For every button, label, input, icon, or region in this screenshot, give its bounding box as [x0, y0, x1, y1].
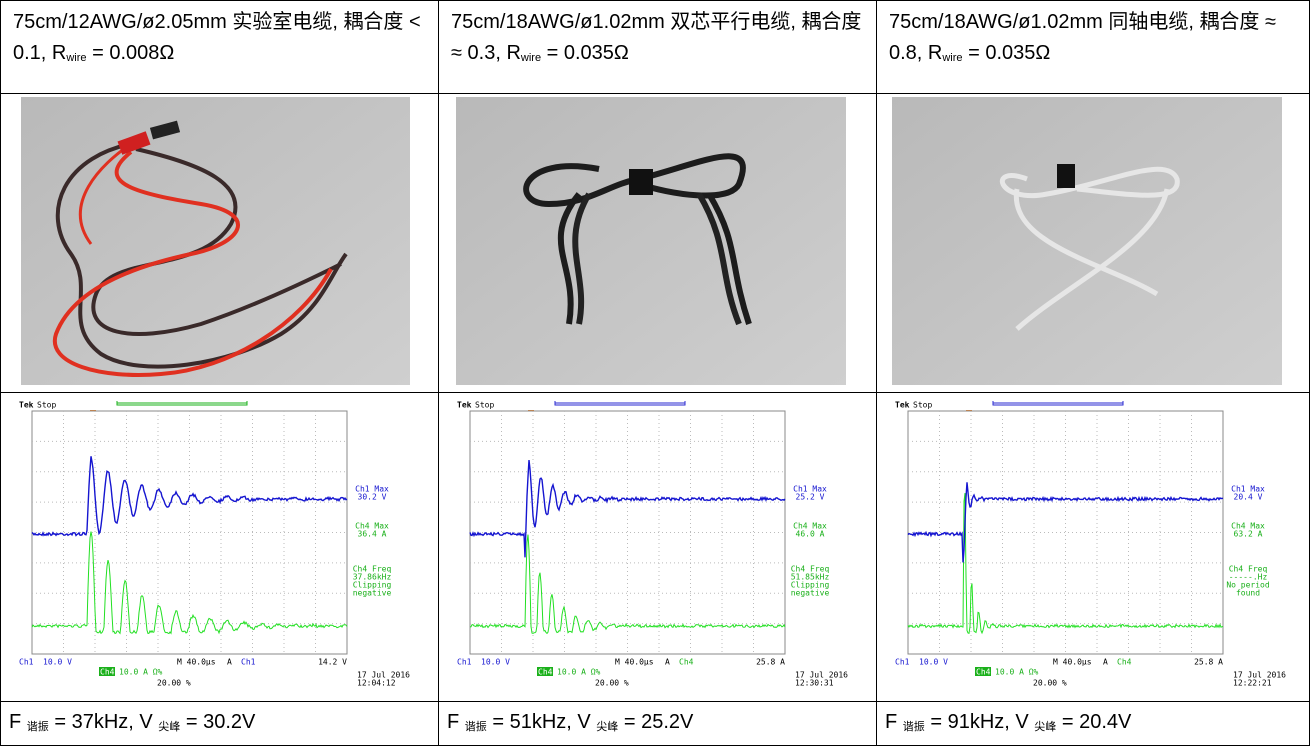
capture-time: 12:22:21: [1233, 679, 1272, 688]
readout: 30.2 V: [358, 493, 387, 502]
subscript: 尖峰: [1034, 721, 1056, 733]
ch1-scale: 10.0 V: [481, 658, 510, 667]
trigger-position: 20.00 %: [595, 679, 629, 688]
cable-photo: [877, 94, 1308, 392]
subscript: wire: [521, 52, 541, 64]
scope-status: Stop: [913, 401, 932, 410]
readout: 36.4 A: [358, 530, 387, 539]
trigger-position: 20.00 %: [1033, 679, 1067, 688]
timebase: M 40.0µs: [615, 658, 654, 667]
capture-time: 12:30:31: [795, 679, 834, 688]
scope-status: Stop: [37, 401, 56, 410]
record-bar: [993, 401, 1123, 405]
trigger-mode: A: [227, 658, 232, 667]
text-segment: = 20.4V: [1056, 711, 1131, 733]
ch4-scale: 10.0 A Ω%: [119, 668, 163, 677]
ch1-label: Ch1: [19, 658, 34, 667]
scope-screen: TekStopCh1 Max30.2 VCh4 Max36.4 ACh4 Fre…: [19, 401, 410, 688]
text-segment: = 0.008Ω: [87, 42, 175, 64]
photo-cell: [1, 94, 439, 393]
scope-brand: Tek: [895, 401, 910, 410]
ch4-label: Ch4: [976, 668, 991, 677]
trigger-source: Ch4: [1117, 658, 1132, 667]
subscript: 谐振: [465, 721, 487, 733]
timebase: M 40.0µs: [177, 658, 216, 667]
header-cell: 75cm/18AWG/ø1.02mm 双芯平行电缆, 耦合度 ≈ 0.3, Rw…: [439, 1, 877, 94]
header-cell: 75cm/12AWG/ø2.05mm 实验室电缆, 耦合度 < 0.1, Rwi…: [1, 1, 439, 94]
photo-cell: [439, 94, 877, 393]
text-segment: F: [885, 711, 903, 733]
trigger-level: 25.8 A: [756, 658, 785, 667]
scope-brand: Tek: [457, 401, 472, 410]
ch4-label: Ch4: [538, 668, 553, 677]
ch1-scale: 10.0 V: [919, 658, 948, 667]
text-segment: F: [447, 711, 465, 733]
subscript: 谐振: [903, 721, 925, 733]
timebase: M 40.0µs: [1053, 658, 1092, 667]
text-segment: = 51kHz, V: [487, 711, 597, 733]
ch4-label: Ch4: [100, 668, 115, 677]
scope-brand: Tek: [19, 401, 34, 410]
readout: found: [1236, 589, 1260, 598]
readout: 46.0 A: [796, 530, 825, 539]
photo-row: [1, 94, 1310, 393]
trigger-mode: A: [665, 658, 670, 667]
ch4-scale: 10.0 A Ω%: [995, 668, 1039, 677]
footer-cell: F 谐振 = 37kHz, V 尖峰 = 30.2V: [1, 702, 439, 746]
text-segment: = 0.035Ω: [963, 42, 1051, 64]
subscript: 尖峰: [158, 721, 180, 733]
scope-screen: TekStopCh1 Max20.4 VCh4 Max63.2 ACh4 Fre…: [895, 401, 1286, 688]
text-segment: = 30.2V: [180, 711, 255, 733]
cable-photo: [1, 94, 437, 392]
record-bar: [555, 401, 685, 405]
text-segment: = 25.2V: [618, 711, 693, 733]
scope-row: TekStopCh1 Max30.2 VCh4 Max36.4 ACh4 Fre…: [1, 393, 1310, 702]
trigger-level: 25.8 A: [1194, 658, 1223, 667]
capture-time: 12:04:12: [357, 679, 396, 688]
trigger-source: Ch4: [679, 658, 694, 667]
trigger-level: 14.2 V: [318, 658, 347, 667]
text-segment: = 0.035Ω: [541, 42, 629, 64]
photo-cell: [877, 94, 1310, 393]
ch1-label: Ch1: [895, 658, 910, 667]
trigger-source: Ch1: [241, 658, 256, 667]
trigger-position: 20.00 %: [157, 679, 191, 688]
readout: 20.4 V: [1234, 493, 1263, 502]
text-segment: = 91kHz, V: [925, 711, 1035, 733]
text-segment: 75cm/18AWG/ø1.02mm 双芯平行电缆, 耦合度 ≈ 0.3, R: [451, 11, 861, 64]
page: 75cm/12AWG/ø2.05mm 实验室电缆, 耦合度 < 0.1, Rwi…: [0, 0, 1311, 749]
ch1-scale: 10.0 V: [43, 658, 72, 667]
scope-cell: TekStopCh1 Max30.2 VCh4 Max36.4 ACh4 Fre…: [1, 393, 439, 702]
footer-cell: F 谐振 = 51kHz, V 尖峰 = 25.2V: [439, 702, 877, 746]
ch1-label: Ch1: [457, 658, 472, 667]
header-cell: 75cm/18AWG/ø1.02mm 同轴电缆, 耦合度 ≈ 0.8, Rwir…: [877, 1, 1310, 94]
readout: 63.2 A: [1234, 530, 1263, 539]
text-segment: F: [9, 711, 27, 733]
cable-photo: [439, 94, 875, 392]
readout: 25.2 V: [796, 493, 825, 502]
comparison-table: 75cm/12AWG/ø2.05mm 实验室电缆, 耦合度 < 0.1, Rwi…: [0, 0, 1310, 746]
readout: negative: [353, 589, 392, 598]
subscript: 尖峰: [596, 721, 618, 733]
subscript: wire: [942, 52, 962, 64]
subscript: 谐振: [27, 721, 49, 733]
trigger-mode: A: [1103, 658, 1108, 667]
subscript: wire: [66, 52, 86, 64]
footer-cell: F 谐振 = 91kHz, V 尖峰 = 20.4V: [877, 702, 1310, 746]
ch4-scale: 10.0 A Ω%: [557, 668, 601, 677]
readout: negative: [791, 589, 830, 598]
scope-status: Stop: [475, 401, 494, 410]
record-bar: [117, 401, 247, 405]
header-row: 75cm/12AWG/ø2.05mm 实验室电缆, 耦合度 < 0.1, Rwi…: [1, 1, 1310, 94]
text-segment: = 37kHz, V: [49, 711, 159, 733]
